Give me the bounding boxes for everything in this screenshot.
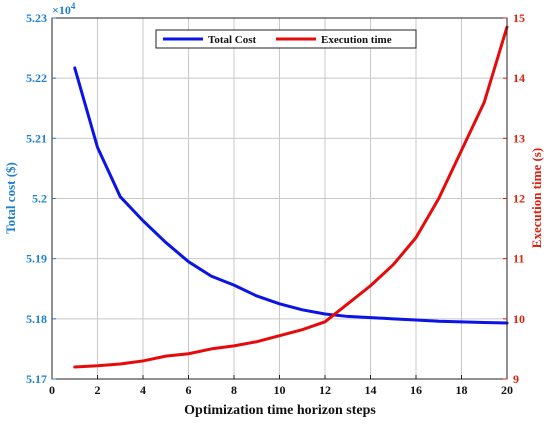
series-layer bbox=[73, 25, 509, 369]
x-tick-label-9: 18 bbox=[456, 383, 468, 397]
grid bbox=[52, 18, 507, 379]
left-axis-exponent: ×104 bbox=[52, 1, 76, 17]
x-tick-label-2: 4 bbox=[140, 383, 146, 397]
left-tick-label-2: 5.19 bbox=[26, 252, 47, 266]
right-tick-label-0: 9 bbox=[513, 372, 519, 386]
x-tick-label-7: 14 bbox=[365, 383, 377, 397]
y-axis-right-label: Execution time (s) bbox=[529, 148, 544, 248]
y-axis-left-label: Total cost ($) bbox=[3, 162, 18, 234]
left-tick-label-6: 5.23 bbox=[26, 11, 47, 25]
ticks: 0 2 4 6 8 10 12 14 16 18 20 5.17 5.18 5.19 5.2 5.21 5.22… bbox=[26, 11, 525, 397]
x-tick-label-5: 10 bbox=[274, 383, 286, 397]
legend: Total Cost Execution time bbox=[155, 29, 417, 49]
x-tick-label-3: 6 bbox=[186, 383, 192, 397]
series-line-total-cost bbox=[73, 66, 509, 325]
right-tick-label-1: 10 bbox=[513, 312, 525, 326]
x-tick-label-0: 0 bbox=[49, 383, 55, 397]
right-tick-label-6: 15 bbox=[513, 11, 525, 25]
x-tick-label-4: 8 bbox=[231, 383, 237, 397]
x-tick-label-6: 12 bbox=[319, 383, 331, 397]
legend-label-execution-time: Execution time bbox=[321, 34, 392, 46]
series-line-execution-time bbox=[73, 25, 509, 369]
left-tick-label-0: 5.17 bbox=[26, 372, 47, 386]
right-tick-label-2: 11 bbox=[513, 252, 524, 266]
left-tick-label-3: 5.2 bbox=[32, 192, 47, 206]
left-tick-label-4: 5.21 bbox=[26, 131, 47, 145]
x-tick-label-1: 2 bbox=[95, 383, 101, 397]
right-tick-label-4: 13 bbox=[513, 131, 525, 145]
x-axis-label: Optimization time horizon steps bbox=[184, 403, 376, 418]
legend-label-total-cost: Total Cost bbox=[208, 34, 257, 46]
x-tick-label-8: 16 bbox=[410, 383, 422, 397]
left-tick-label-1: 5.18 bbox=[26, 312, 47, 326]
right-tick-label-5: 14 bbox=[513, 71, 525, 85]
x-tick-label-10: 20 bbox=[501, 383, 513, 397]
left-tick-label-5: 5.22 bbox=[26, 71, 47, 85]
right-tick-label-3: 12 bbox=[513, 192, 525, 206]
